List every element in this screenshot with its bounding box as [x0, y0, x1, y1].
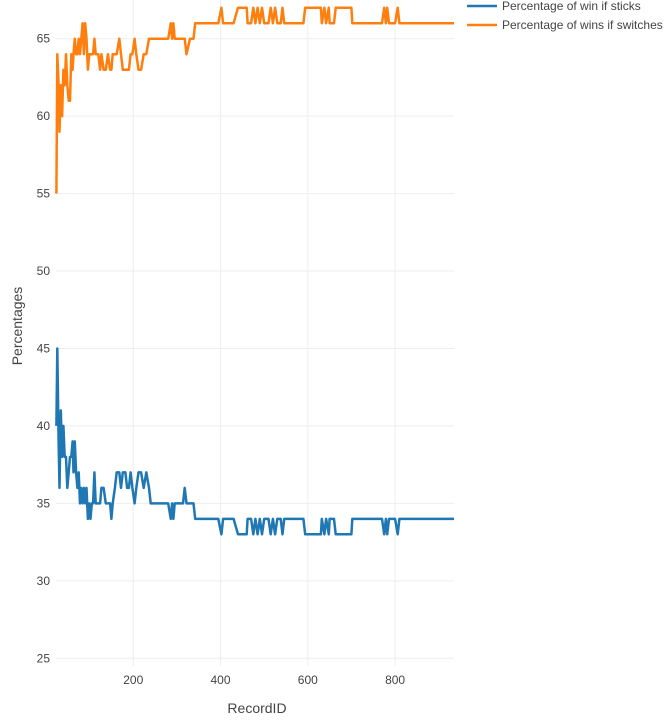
y-tick-label: 55	[37, 187, 51, 201]
y-tick-label: 40	[37, 419, 51, 433]
legend[interactable]: Percentage of win if sticks Percentage o…	[467, 0, 663, 32]
legend-item-sticks[interactable]: Percentage of win if sticks	[467, 0, 641, 13]
series-line-sticks	[55, 347, 454, 536]
x-gridlines	[132, 0, 396, 666]
y-tick-label: 30	[37, 574, 51, 588]
y-axis-title: Percentages	[9, 287, 25, 366]
legend-label-sticks: Percentage of win if sticks	[502, 0, 641, 13]
x-axis-title: RecordID	[227, 700, 286, 716]
series-line-switches	[55, 6, 454, 194]
y-tick-label: 45	[37, 341, 51, 355]
y-gridlines	[56, 38, 454, 659]
x-tick-label: 800	[385, 673, 405, 687]
legend-label-switches: Percentage of wins if switches	[502, 18, 663, 32]
y-tick-label: 50	[37, 264, 51, 278]
series-lines	[55, 6, 454, 536]
x-axis-ticks: 200 400 600 800	[123, 673, 405, 687]
y-axis-ticks: 25 30 35 40 45 50 55 60 65	[37, 32, 51, 666]
x-tick-label: 200	[123, 673, 143, 687]
y-tick-label: 60	[37, 109, 51, 123]
legend-item-switches[interactable]: Percentage of wins if switches	[467, 18, 663, 32]
x-tick-label: 600	[298, 673, 318, 687]
y-tick-label: 25	[37, 651, 51, 665]
y-tick-label: 35	[37, 496, 51, 510]
x-tick-label: 400	[211, 673, 231, 687]
y-tick-label: 65	[37, 32, 51, 46]
